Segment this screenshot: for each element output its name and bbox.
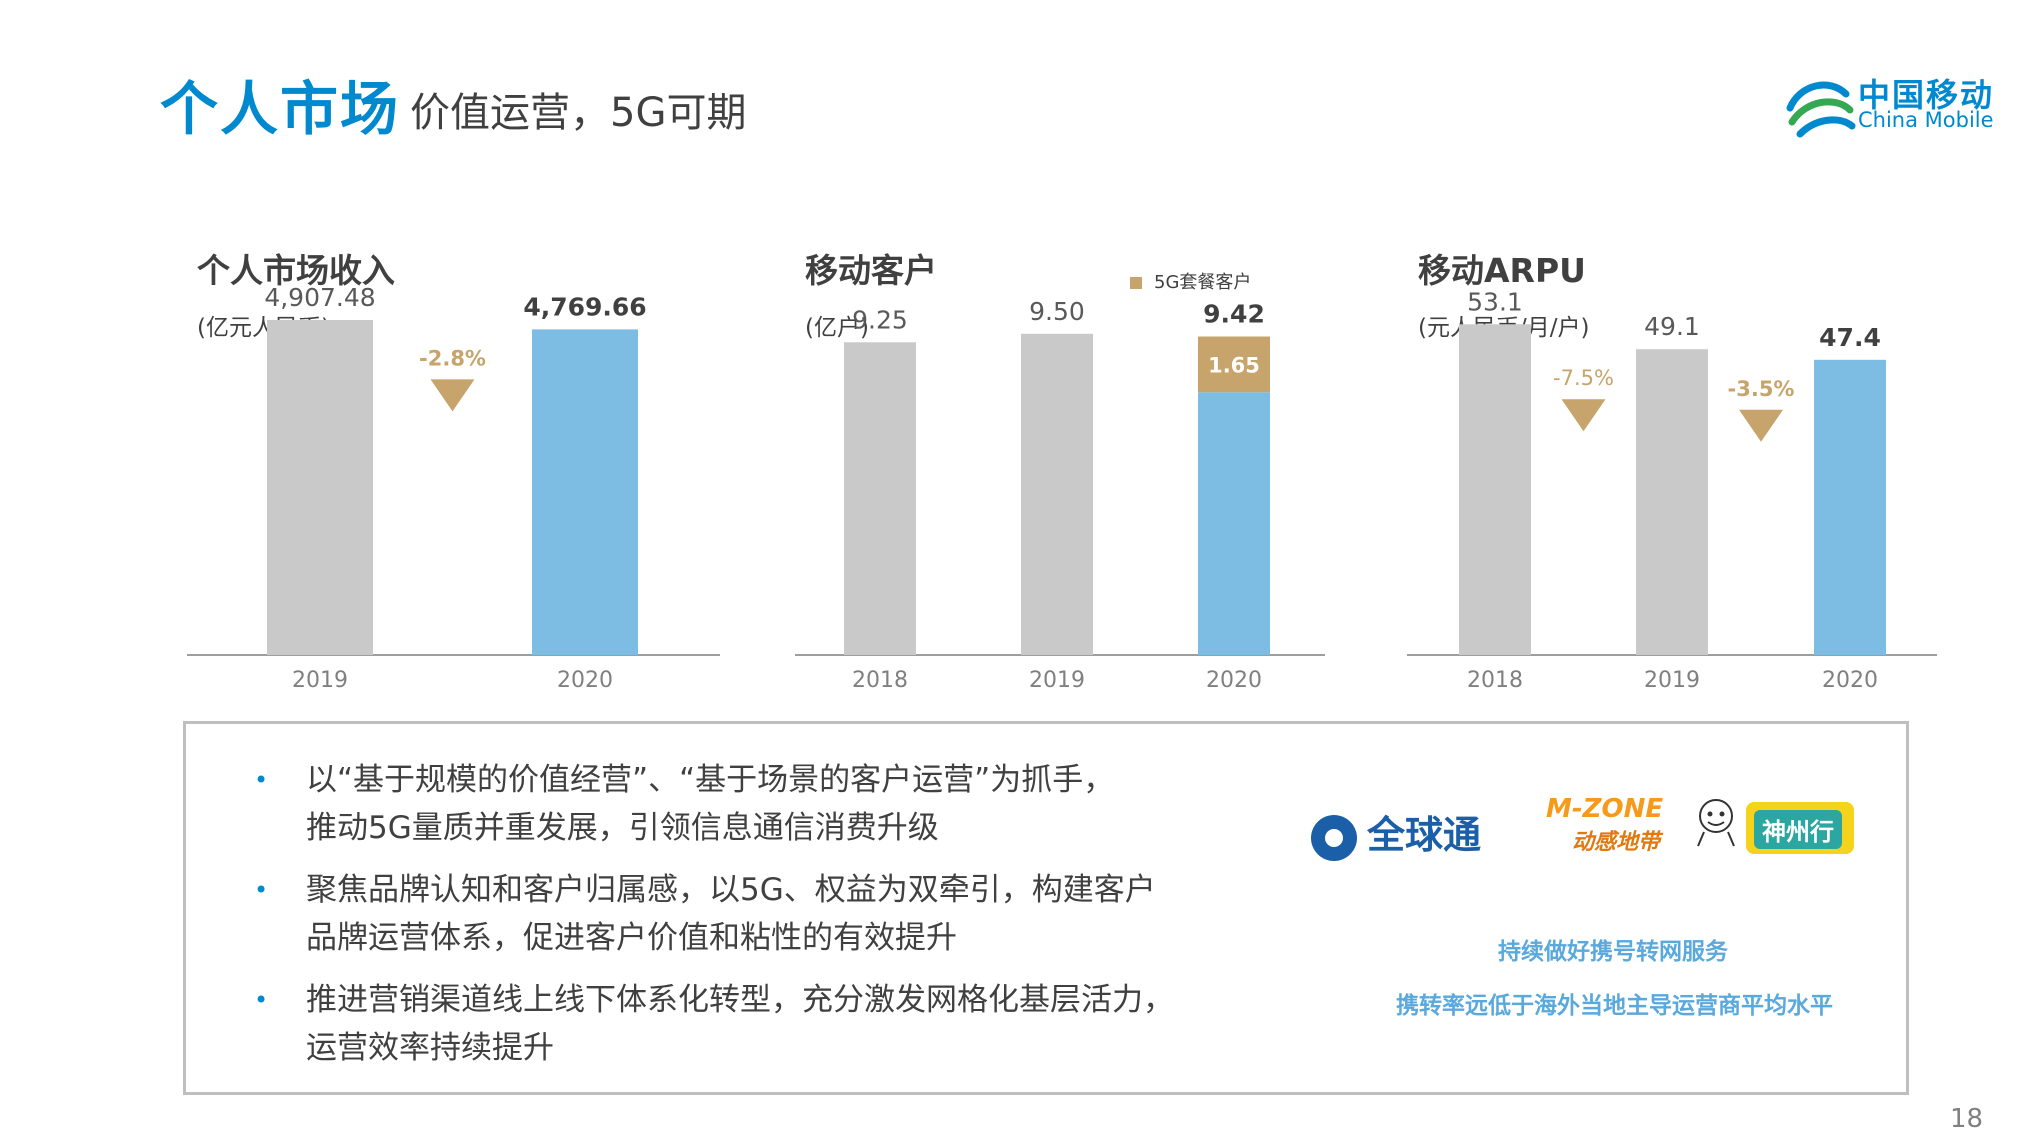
chart2-value-label-2019: 9.50: [1029, 297, 1085, 326]
chart1-value-label-2020: 4,769.66: [523, 292, 646, 321]
chart1-tick-2020: 2020: [557, 668, 613, 693]
brand-szx-text: 神州行: [1754, 810, 1842, 849]
chart2-value-label-2020: 9.42: [1203, 300, 1265, 329]
page-subtitle: 价值运营，5G可期: [410, 90, 747, 136]
legend-swatch-5g: [1130, 277, 1142, 289]
bullet-item: • 推进营销渠道线上线下体系化转型，充分激发网格化基层活力， 运营效率持续提升: [254, 976, 1306, 1072]
brand-gotone-text: 全球通: [1367, 813, 1482, 857]
chart1-value-label-2019: 4,907.48: [264, 283, 375, 312]
bullet-line: 推进营销渠道线上线下体系化转型，充分激发网格化基层活力，: [306, 982, 1174, 1018]
chart2-bar-2020: [1198, 392, 1270, 655]
chart2-title: 移动客户: [805, 251, 937, 290]
bullet-line: 推动5G量质并重发展，引领信息通信消费升级: [306, 810, 939, 846]
chart3-title: 移动ARPU: [1418, 251, 1586, 290]
bullet-line: 运营效率持续提升: [306, 1030, 554, 1066]
chart3-change-label-0: -7.5%: [1553, 366, 1614, 390]
bullet-item: • 以“基于规模的价值经营”、“基于场景的客户运营”为抓手， 推动5G量质并重发…: [254, 756, 1306, 852]
chart3-value-label-2020: 47.4: [1819, 323, 1881, 352]
chart2-tick-2019: 2019: [1029, 668, 1085, 693]
chart3-down-arrow-icon-1: [1739, 409, 1783, 442]
note-number-portability: 持续做好携号转网服务: [1498, 939, 1728, 965]
chart2-5g-segment-label: 1.65: [1208, 353, 1260, 377]
chart2-tick-2020: 2020: [1206, 668, 1262, 693]
chart2-bar-2019: [1021, 333, 1093, 655]
chart2-legend: 5G套餐客户: [1130, 268, 1251, 294]
bullet-item: • 聚焦品牌认知和客户归属感，以5G、权益为双牵引，构建客户 品牌运营体系，促进…: [254, 866, 1306, 962]
chart3-tick-2019: 2019: [1644, 668, 1700, 693]
szx-mascot-icon: [1697, 799, 1735, 847]
chart2-value-label-2018: 9.25: [852, 305, 908, 334]
chart2-tick-2018: 2018: [852, 668, 908, 693]
chart3-value-label-2018: 53.1: [1467, 287, 1523, 316]
chart1-tick-2019: 2019: [292, 668, 348, 693]
chart3-tick-2018: 2018: [1467, 668, 1523, 693]
bullet-dot: •: [254, 876, 269, 904]
chart3-bar-2019: [1636, 349, 1708, 655]
chart1-down-arrow-icon-0: [430, 379, 475, 412]
chart2-bar-2018: [844, 342, 916, 655]
chart3-value-label-2019: 49.1: [1644, 312, 1700, 341]
page-number: 18: [1950, 1104, 1984, 1134]
chart3-change-label-1: -3.5%: [1728, 377, 1795, 401]
brand-mzone-bottom: 动感地带: [1572, 830, 1661, 855]
chart2-bar-5g-segment: [1198, 336, 1270, 393]
chart1-title: 个人市场收入: [197, 251, 395, 290]
brand-mzone-top: M-ZONE: [1546, 794, 1664, 824]
china-mobile-logo-icon: [1786, 81, 1856, 138]
logo-text-cn: 中国移动: [1858, 76, 1995, 114]
bullet-line: 以“基于规模的价值经营”、“基于场景的客户运营”为抓手，: [306, 762, 1115, 798]
charts-canvas: 4,907.48 2019 4,769.66 2020 -2.8% 9.25 2018 9.5…: [187, 283, 1937, 693]
gotone-mark-icon: [1311, 814, 1357, 861]
logo-text-en: China Mobile: [1858, 108, 1994, 132]
chart3-down-arrow-icon-0: [1561, 399, 1606, 432]
info-box: • 以“基于规模的价值经营”、“基于场景的客户运营”为抓手， 推动5G量质并重发…: [183, 721, 1909, 1095]
chart1-bar-2019: [267, 319, 373, 655]
chart1-bar-2020: [532, 329, 638, 655]
chart3-bar-2018: [1459, 324, 1531, 655]
bullet-line: 聚焦品牌认知和客户归属感，以5G、权益为双牵引，构建客户: [306, 872, 1156, 908]
page-title: 个人市场: [160, 75, 401, 143]
bullet-dot: •: [254, 986, 269, 1014]
chart3-tick-2020: 2020: [1822, 668, 1878, 693]
chart1-change-label-0: -2.8%: [419, 346, 486, 370]
brand-mzone-logo: M-ZONE 动感地带: [1546, 794, 1663, 856]
legend-label-5g: 5G套餐客户: [1154, 272, 1252, 293]
brand-gotone-logo: 全球通: [1311, 804, 1481, 861]
bullet-dot: •: [254, 766, 269, 794]
bullet-line: 品牌运营体系，促进客户价值和粘性的有效提升: [306, 920, 957, 956]
chart3-bar-2020: [1814, 359, 1886, 655]
chart2-unit: (亿户): [805, 315, 869, 341]
note-porting-rate: 携转率远低于海外当地主导运营商平均水平: [1396, 993, 1833, 1019]
